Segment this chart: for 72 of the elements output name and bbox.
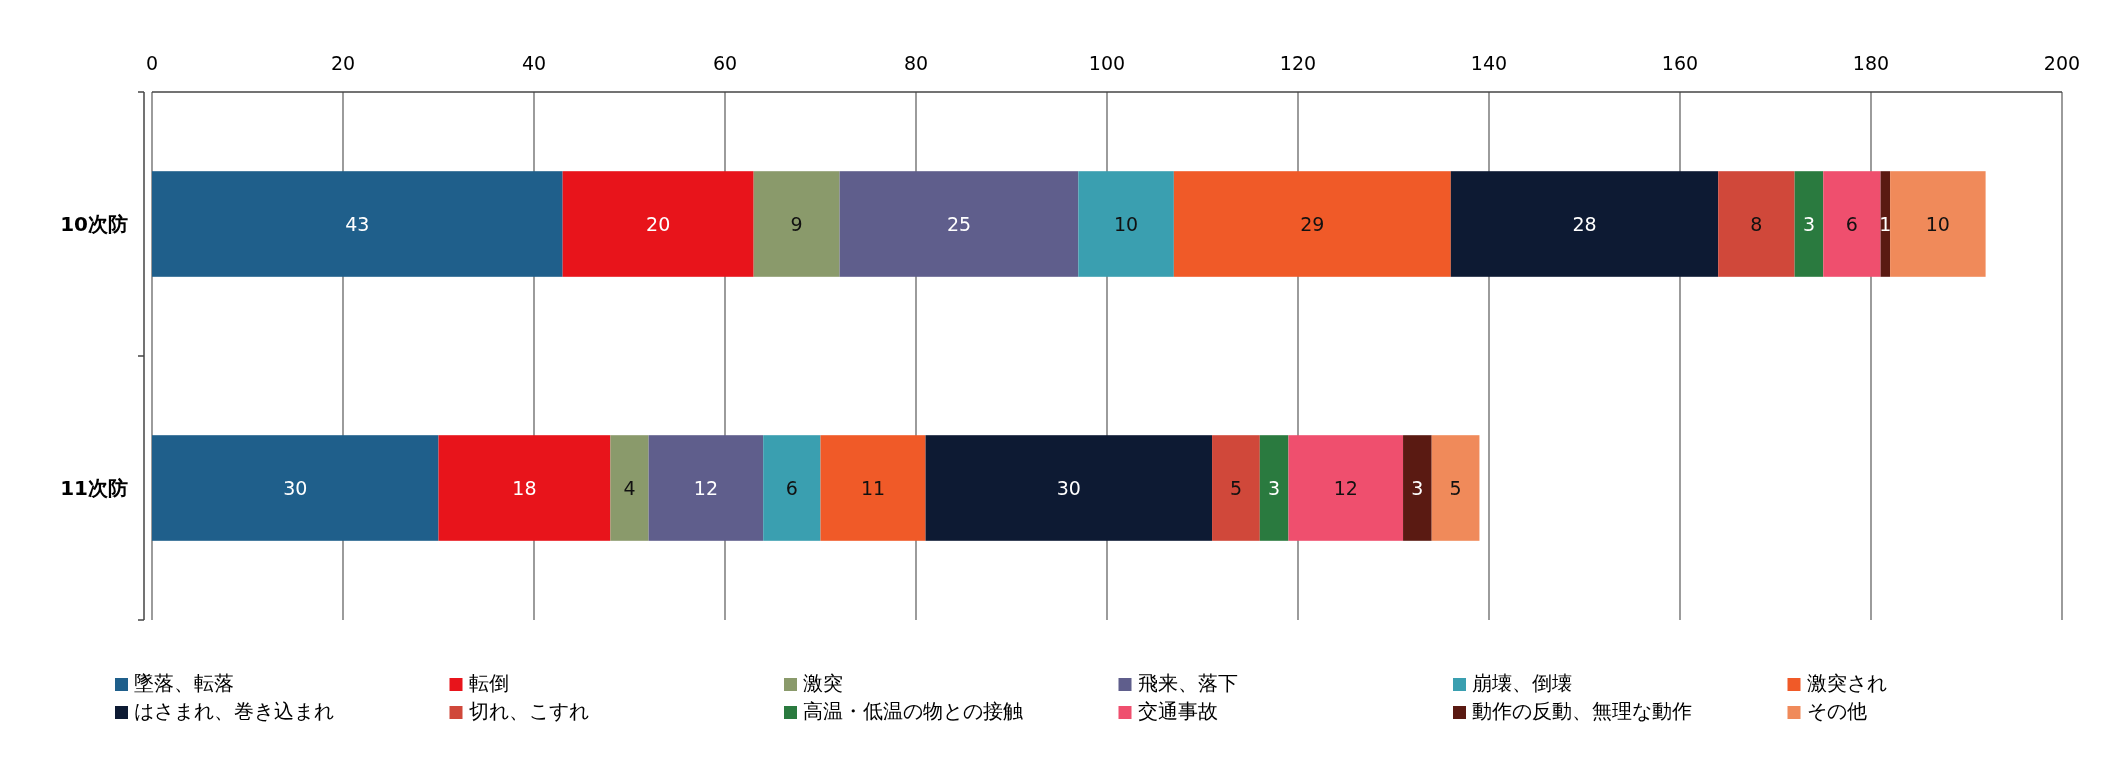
data-label: 1	[1879, 213, 1892, 235]
x-tick-label: 180	[1852, 52, 1890, 74]
legend-label: 激突	[803, 671, 843, 695]
bar	[152, 171, 563, 277]
bar	[1259, 435, 1289, 541]
bar	[753, 171, 840, 277]
data-label: 9	[790, 213, 803, 235]
bar	[648, 435, 764, 541]
x-tick-label: 140	[1470, 52, 1508, 74]
bar	[1890, 171, 1986, 277]
data-label: 12	[1333, 477, 1358, 499]
bar	[820, 435, 926, 541]
legend-label: 高温・低温の物との接触	[803, 699, 1023, 723]
bar	[1078, 171, 1174, 277]
data-label: 29	[1300, 213, 1325, 235]
bar	[1794, 171, 1824, 277]
data-label: 18	[512, 477, 537, 499]
data-label: 6	[785, 477, 798, 499]
data-label: 12	[693, 477, 718, 499]
bar	[925, 435, 1213, 541]
data-label: 43	[345, 213, 370, 235]
data-label: 11	[860, 477, 886, 499]
bar	[1288, 435, 1404, 541]
legend-label: 飛来、落下	[1137, 671, 1238, 695]
x-tick-label: 120	[1279, 52, 1317, 74]
data-label: 10	[1925, 213, 1950, 235]
data-label: 30	[283, 477, 308, 499]
data-label: 28	[1572, 213, 1597, 235]
bar	[1823, 171, 1881, 277]
x-tick-label: 100	[1088, 52, 1126, 74]
y-tick-label: 11次防	[60, 476, 128, 500]
x-tick-label: 40	[521, 52, 547, 74]
data-label: 5	[1229, 477, 1242, 499]
legend-label: 動作の反動、無理な動作	[1472, 699, 1692, 723]
y-tick-label: 10次防	[60, 212, 128, 236]
x-tick-label: 60	[712, 52, 738, 74]
legend-label: 転倒	[468, 671, 509, 695]
bar	[763, 435, 821, 541]
data-label: 20	[646, 213, 671, 235]
data-label: 6	[1845, 213, 1858, 235]
legend-label: 激突され	[1806, 671, 1887, 695]
bar	[610, 435, 649, 541]
legend-label: 交通事故	[1137, 699, 1218, 723]
legend-label: 崩壊、倒壊	[1472, 671, 1572, 695]
bar	[1431, 435, 1480, 541]
x-tick-label: 200	[2043, 52, 2081, 74]
data-label: 25	[946, 213, 972, 235]
data-label: 3	[1411, 477, 1424, 499]
data-label: 30	[1056, 477, 1081, 499]
legend-label: その他	[1806, 699, 1867, 723]
legend-label: 墜落、転落	[134, 671, 234, 695]
data-label: 5	[1449, 477, 1462, 499]
x-tick-label: 20	[330, 52, 356, 74]
bar	[1450, 171, 1719, 277]
bar	[1173, 171, 1451, 277]
bar	[152, 435, 439, 541]
bar	[839, 171, 1079, 277]
x-tick-label: 160	[1661, 52, 1699, 74]
x-tick-label: 0	[145, 52, 159, 74]
bar	[1718, 171, 1795, 277]
x-tick-label: 80	[903, 52, 929, 74]
data-label: 8	[1750, 213, 1763, 235]
data-label: 3	[1268, 477, 1281, 499]
data-label: 3	[1802, 213, 1815, 235]
bar	[562, 171, 754, 277]
bar	[1403, 435, 1432, 541]
legend-label: 切れ、こすれ	[468, 699, 589, 723]
legend-label: はさまれ、巻き込まれ	[134, 699, 334, 723]
data-label: 4	[623, 477, 636, 499]
data-label: 10	[1114, 213, 1139, 235]
bar	[438, 435, 611, 541]
bar	[1212, 435, 1260, 541]
